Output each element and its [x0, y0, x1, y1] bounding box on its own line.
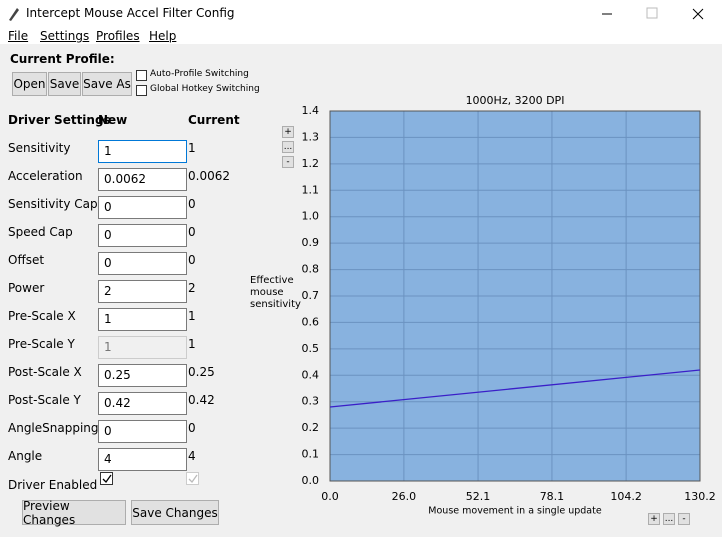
y-tick-label: 0.7 [302, 289, 320, 302]
app-icon [9, 8, 19, 21]
current-value: 2 [188, 281, 196, 295]
setting-input[interactable]: 0 [98, 252, 187, 275]
menu-item[interactable]: Help [149, 29, 177, 43]
plot-border [329, 110, 701, 482]
y-tick-label: 0.3 [302, 395, 320, 408]
setting-input: 1 [98, 336, 187, 359]
y-tick-label: 0.1 [302, 448, 320, 461]
y-axis-label: Effective mouse sensitivity [250, 275, 301, 310]
y-zoom-button[interactable]: - [282, 156, 294, 168]
setting-input[interactable]: 0 [98, 224, 187, 247]
setting-input[interactable]: 2 [98, 280, 187, 303]
y-tick-label: 1.2 [302, 157, 320, 170]
column-header: Current [188, 113, 240, 127]
setting-label: Angle [8, 449, 43, 463]
y-tick-label: 1.3 [302, 130, 320, 143]
setting-label: AngleSnapping [8, 421, 99, 435]
checkbox-label: Auto-Profile Switching [150, 69, 249, 79]
window-controls[interactable] [590, 0, 722, 28]
line [329, 369, 701, 408]
y-tick-label: 0.0 [302, 474, 320, 487]
action-button[interactable]: Save Changes [131, 500, 219, 525]
x-tick-label: 78.1 [540, 490, 565, 503]
menu-item[interactable]: Profiles [96, 29, 140, 43]
setting-input[interactable]: 0 [98, 420, 187, 443]
checkbox-label: Global Hotkey Switching [150, 84, 260, 94]
current-value: 1 [188, 141, 196, 155]
chart-title: 1000Hz, 3200 DPI [466, 94, 565, 107]
setting-label: Speed Cap [8, 225, 73, 239]
x-tick-label: 104.2 [610, 490, 642, 503]
menu-item[interactable]: Settings [40, 29, 90, 43]
x-tick-label: 52.1 [466, 490, 491, 503]
current-value: 0.42 [188, 393, 215, 407]
checkbox[interactable] [136, 85, 147, 96]
current-value: 0 [188, 253, 196, 267]
setting-label: Power [8, 281, 45, 295]
profile-button[interactable]: Save [48, 72, 81, 96]
setting-input[interactable]: 4 [98, 448, 187, 471]
x-tick-label: 26.0 [392, 490, 417, 503]
y-tick-label: 0.2 [302, 421, 320, 434]
y-tick-label: 0.9 [302, 236, 320, 249]
x-zoom-button[interactable]: + [648, 513, 660, 525]
profile-button[interactable]: Open [12, 72, 47, 96]
current-value: 0 [188, 225, 196, 239]
y-tick-label: 1.4 [302, 104, 320, 117]
menu-bar [0, 28, 722, 44]
y-zoom-button[interactable]: + [282, 126, 294, 138]
current-value: 0 [188, 197, 196, 211]
x-axis-label: Mouse movement in a single update [428, 506, 602, 517]
setting-label: Sensitivity [8, 141, 71, 155]
x-tick-label: 0.0 [321, 490, 339, 503]
current-value: 1 [188, 309, 196, 323]
current-value: 0 [188, 421, 196, 435]
profile-label: Current Profile: [10, 52, 115, 66]
y-tick-label: 0.4 [302, 368, 320, 381]
y-tick-label: 0.8 [302, 263, 320, 276]
y-zoom-button[interactable]: ... [282, 141, 294, 153]
column-header: New [98, 113, 128, 127]
profile-button[interactable]: Save As [82, 72, 132, 96]
window-title: Intercept Mouse Accel Filter Config [26, 6, 235, 20]
action-button[interactable]: Preview Changes [22, 499, 126, 527]
y-tick-label: 0.6 [302, 315, 320, 328]
x-zoom-button[interactable]: ... [663, 513, 675, 525]
enabled-checkbox[interactable] [100, 472, 113, 485]
current-value: 1 [188, 337, 196, 351]
setting-input[interactable]: 0.42 [98, 392, 187, 415]
setting-label: Pre-Scale X [8, 309, 76, 323]
menu-item[interactable]: File [8, 29, 29, 43]
setting-input[interactable]: 1 [98, 308, 187, 331]
setting-label: Sensitivity Cap [8, 197, 98, 211]
checkbox[interactable] [136, 70, 147, 81]
current-enabled-checkbox [186, 472, 199, 485]
x-zoom-button[interactable]: - [678, 513, 690, 525]
current-value: 0.0062 [188, 169, 230, 183]
setting-label: Offset [8, 253, 45, 267]
setting-label: Driver Enabled [8, 478, 98, 492]
current-value: 4 [188, 449, 196, 463]
setting-input[interactable]: 1 [98, 140, 187, 163]
title-bar [0, 0, 722, 28]
current-value: 0.25 [188, 365, 215, 379]
y-tick-label: 1.1 [302, 183, 320, 196]
setting-input[interactable]: 0 [98, 196, 187, 219]
y-tick-label: 1.0 [302, 210, 320, 223]
setting-label: Post-Scale X [8, 365, 82, 379]
setting-input[interactable]: 0.0062 [98, 168, 187, 191]
setting-label: Post-Scale Y [8, 393, 81, 407]
x-tick-label: 130.2 [684, 490, 716, 503]
column-header: Driver Settings [8, 113, 111, 127]
setting-input[interactable]: 0.25 [98, 364, 187, 387]
y-tick-label: 0.5 [302, 342, 320, 355]
setting-label: Acceleration [8, 169, 83, 183]
setting-label: Pre-Scale Y [8, 337, 75, 351]
